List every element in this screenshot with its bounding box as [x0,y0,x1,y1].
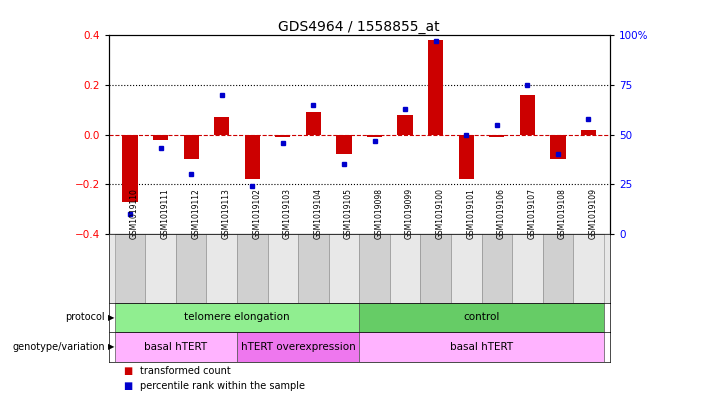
Text: percentile rank within the sample: percentile rank within the sample [140,381,305,391]
Text: GSM1019102: GSM1019102 [252,189,261,239]
Bar [421,234,451,303]
Text: GSM1019103: GSM1019103 [283,188,292,239]
Text: basal hTERT: basal hTERT [144,342,207,352]
Bar [458,134,474,179]
Bar [306,112,321,134]
Text: ▶: ▶ [108,342,114,351]
Bar [115,234,145,303]
Text: GSM1019107: GSM1019107 [527,188,536,239]
Bar [360,303,604,332]
Bar [176,234,207,303]
Bar [489,134,505,137]
Bar [360,234,390,303]
Text: GSM1019113: GSM1019113 [222,189,231,239]
Text: GSM1019110: GSM1019110 [130,189,139,239]
Text: control: control [463,312,500,322]
Bar [512,234,543,303]
Text: GSM1019099: GSM1019099 [405,188,414,239]
Bar [268,234,298,303]
Bar [184,134,199,160]
Text: GSM1019109: GSM1019109 [588,188,597,239]
Text: GSM1019108: GSM1019108 [558,189,567,239]
Bar [543,234,573,303]
Text: transformed count: transformed count [140,366,231,376]
Bar [397,115,413,134]
Text: GSM1019111: GSM1019111 [161,189,170,239]
Bar [123,134,137,202]
Text: GSM1019100: GSM1019100 [435,188,444,239]
Text: hTERT overexpression: hTERT overexpression [240,342,355,352]
Bar [275,134,290,137]
Bar [336,134,352,154]
Text: ▶: ▶ [108,313,114,322]
Bar [237,234,268,303]
Bar [115,332,237,362]
Text: basal hTERT: basal hTERT [450,342,513,352]
Text: GSM1019112: GSM1019112 [191,189,200,239]
Bar [451,234,482,303]
Bar [214,117,229,134]
Text: GSM1019106: GSM1019106 [497,188,506,239]
Bar [298,234,329,303]
Bar [360,332,604,362]
Bar [390,234,421,303]
Text: GSM1019105: GSM1019105 [344,188,353,239]
Bar [115,303,360,332]
Text: ■: ■ [123,381,132,391]
Bar [482,234,512,303]
Bar [428,40,443,134]
Text: GSM1019101: GSM1019101 [466,189,475,239]
Text: GSM1019104: GSM1019104 [313,188,322,239]
Text: protocol: protocol [65,312,105,322]
Title: GDS4964 / 1558855_at: GDS4964 / 1558855_at [278,20,440,34]
Text: telomere elongation: telomere elongation [184,312,290,322]
Bar [329,234,360,303]
Bar [153,134,168,140]
Bar [237,332,360,362]
Bar [581,130,596,134]
Bar [550,134,566,160]
Bar [519,95,535,134]
Bar [207,234,237,303]
Text: genotype/variation: genotype/variation [13,342,105,352]
Bar [367,134,382,137]
Text: GSM1019098: GSM1019098 [374,188,383,239]
Bar [245,134,260,179]
Text: ■: ■ [123,366,132,376]
Bar [573,234,604,303]
Bar [145,234,176,303]
